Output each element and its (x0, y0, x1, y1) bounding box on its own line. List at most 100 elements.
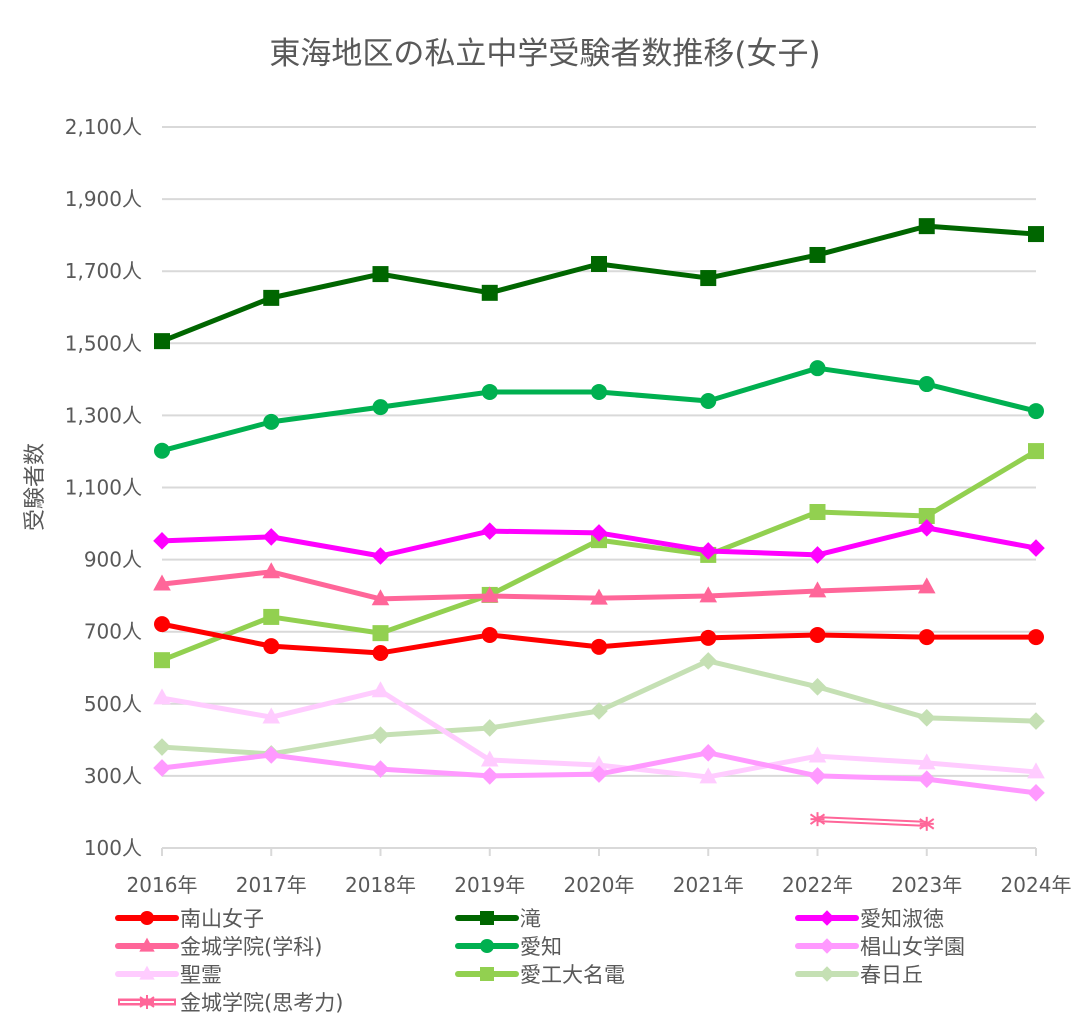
series-南山女子 (154, 616, 1044, 661)
triangle-marker (480, 586, 499, 603)
diamond-marker (590, 524, 608, 542)
triangle-marker (590, 588, 608, 605)
triangle-marker (153, 688, 171, 705)
x-axis-ticks: 2016年 2017年 2018年 2019年 2020年 2021年 2022年 2023年… (127, 848, 1071, 897)
series-椙山女学園 (153, 744, 1045, 802)
square-marker (918, 218, 935, 235)
legend-label: 滝 (520, 907, 541, 931)
diamond-marker (371, 726, 390, 744)
x-tick-label: 2018年 (345, 873, 416, 897)
chart-title: 東海地区の私立中学受験者数推移(女子) (269, 36, 820, 72)
series-春日丘 (153, 652, 1045, 763)
circle-marker (918, 629, 935, 646)
y-tick-label: 1,700人 (65, 259, 142, 283)
diamond-marker (153, 738, 171, 756)
y-axis-title: 受験者数 (23, 443, 48, 531)
triangle-marker (917, 577, 936, 594)
circle-marker (700, 629, 717, 646)
x-tick-label: 2022年 (782, 873, 853, 897)
diamond-marker (153, 759, 171, 777)
square-marker (263, 608, 280, 625)
y-tick-label: 1,300人 (65, 403, 142, 427)
diamond-marker (480, 522, 499, 540)
triangle-marker (262, 562, 281, 579)
y-tick-label: 1,900人 (65, 187, 142, 211)
square-marker (481, 284, 498, 301)
diamond-marker (1027, 539, 1045, 557)
legend-item: 南山女子 (115, 907, 264, 931)
triangle-marker (590, 755, 608, 772)
triangle-marker (699, 586, 718, 603)
legend-label: 金城学院(学科) (180, 935, 322, 959)
diamond-marker (371, 547, 390, 565)
circle-marker (809, 360, 826, 377)
circle-marker (372, 399, 389, 416)
x-tick-label: 2023年 (891, 873, 962, 897)
diamond-marker (808, 678, 827, 696)
circle-marker (480, 939, 494, 953)
square-marker (1028, 443, 1044, 460)
y-tick-label: 100人 (84, 836, 142, 860)
triangle-marker (480, 750, 499, 767)
series-line (161, 223, 1037, 344)
legend-item: 愛工大名電 (455, 963, 625, 987)
legend-item: 聖霊 (115, 963, 222, 987)
x-tick-label: 2016年 (127, 873, 198, 897)
square-marker (1028, 226, 1044, 243)
square-marker (263, 289, 280, 306)
x-tick-label: 2017年 (236, 873, 307, 897)
legend-label: 南山女子 (180, 907, 264, 931)
legend-item: 愛知 (455, 935, 562, 959)
series-愛知 (154, 360, 1044, 459)
series-愛知淑徳 (153, 519, 1045, 565)
circle-marker (154, 616, 170, 633)
triangle-marker (1027, 762, 1045, 779)
diamond-marker (699, 652, 718, 670)
series-滝 (154, 218, 1044, 350)
diamond-marker (917, 770, 936, 788)
diamond-marker (819, 938, 835, 954)
triangle-marker (699, 767, 718, 784)
triangle-marker (139, 937, 155, 952)
circle-marker (372, 644, 389, 661)
y-tick-label: 2,100人 (65, 115, 142, 139)
diamond-marker (819, 966, 835, 982)
series-line (161, 365, 1037, 454)
circle-marker (809, 626, 826, 643)
square-marker (154, 333, 170, 350)
circle-marker (481, 626, 498, 643)
triangle-marker (371, 589, 390, 606)
diamond-marker (1027, 712, 1045, 730)
star-marker (809, 812, 826, 827)
star-marker (919, 816, 935, 831)
legend-label: 愛工大名電 (520, 963, 625, 987)
square-marker (480, 967, 494, 981)
circle-marker (1028, 403, 1044, 420)
legend-item: 金城学院(学科) (115, 935, 322, 959)
diamond-marker (917, 519, 936, 537)
legend-item: 滝 (455, 907, 541, 931)
circle-marker (918, 376, 935, 393)
square-marker (372, 266, 389, 283)
triangle-marker (917, 753, 936, 770)
y-axis-ticks: 100人 300人 500人 700人 900人 1,100人 1,300人 1,500人 1,… (65, 115, 142, 860)
series-line-inner (817, 818, 927, 825)
diamond-marker (590, 702, 608, 720)
y-tick-label: 700人 (84, 620, 142, 644)
triangle-marker (808, 746, 827, 763)
series-金城学院(思考力) (809, 812, 935, 831)
series-金城学院(学科) (153, 562, 936, 606)
diamond-marker (153, 532, 171, 550)
legend-item: 椙山女学園 (795, 935, 965, 959)
x-tick-label: 2020年 (564, 873, 635, 897)
circle-marker (1028, 629, 1044, 646)
y-tick-label: 1,500人 (65, 331, 142, 355)
diamond-marker (262, 746, 281, 764)
diamond-marker (808, 767, 827, 785)
circle-marker (700, 392, 717, 409)
legend-item: 愛知淑徳 (795, 907, 944, 931)
x-tick-label: 2019年 (454, 873, 525, 897)
diamond-marker (819, 910, 835, 926)
legend-label: 愛知 (520, 935, 562, 959)
